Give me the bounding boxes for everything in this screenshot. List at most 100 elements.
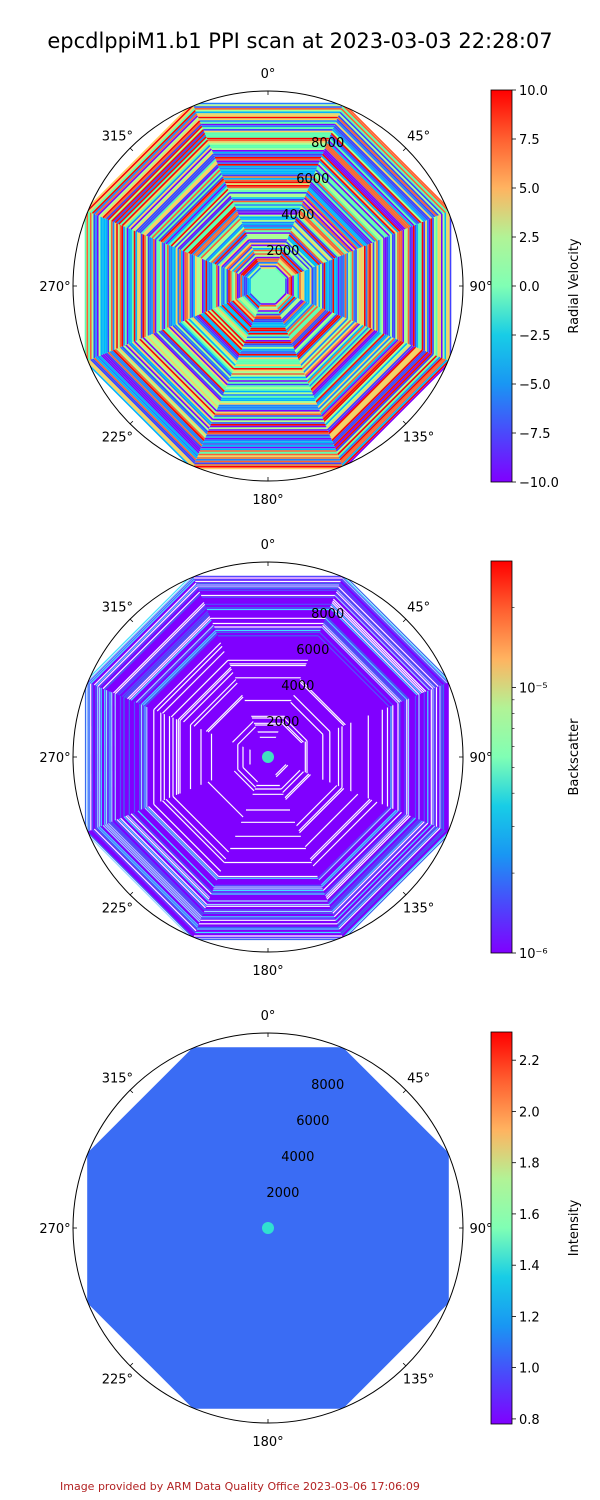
angle-tick-label: 180° bbox=[252, 493, 283, 508]
colorbar-label: Radial Velocity bbox=[567, 238, 582, 334]
radial-tick-label: 2000 bbox=[266, 1186, 299, 1201]
angle-tick bbox=[402, 618, 407, 623]
backscatter-sector bbox=[85, 765, 260, 940]
angle-tick bbox=[402, 1362, 407, 1367]
angle-tick-label: 135° bbox=[403, 1373, 434, 1388]
velocity-sector bbox=[285, 210, 452, 362]
radial-tick-label: 4000 bbox=[281, 208, 314, 223]
colorbar-label: Backscatter bbox=[567, 718, 582, 796]
backscatter-sector bbox=[85, 574, 261, 750]
velocity-sector bbox=[84, 292, 262, 470]
angle-tick bbox=[402, 1089, 407, 1094]
radial-tick-label: 8000 bbox=[311, 607, 344, 622]
angle-tick bbox=[402, 147, 407, 152]
backscatter-sector bbox=[192, 774, 344, 941]
angle-tick-label: 45° bbox=[407, 129, 430, 144]
radial-tick-label: 6000 bbox=[296, 643, 329, 658]
angle-tick-label: 225° bbox=[102, 431, 133, 446]
ppi-plot-3 bbox=[87, 1047, 449, 1409]
velocity-sector bbox=[192, 303, 344, 470]
colorbar-gradient bbox=[490, 560, 513, 954]
angle-tick-label: 180° bbox=[252, 964, 283, 979]
colorbar-tick-label: 10⁻⁵ bbox=[519, 682, 548, 697]
angle-tick bbox=[402, 420, 407, 425]
colorbar-tick-label: −2.5 bbox=[519, 329, 551, 344]
angle-tick-label: 90° bbox=[469, 751, 492, 766]
angle-tick bbox=[129, 420, 134, 425]
backscatter-sector bbox=[285, 684, 445, 830]
angle-tick-label: 135° bbox=[403, 902, 434, 917]
colorbar-tick-label: −5.0 bbox=[519, 378, 551, 393]
colorbar-tick-label: 1.4 bbox=[519, 1259, 540, 1274]
colorbar-tick-label: 2.2 bbox=[519, 1054, 540, 1069]
ppi-plot-2 bbox=[84, 573, 451, 941]
colorbar-tick-label: −10.0 bbox=[519, 476, 559, 491]
angle-tick-label: 315° bbox=[102, 1071, 133, 1086]
angle-tick-label: 90° bbox=[469, 280, 492, 295]
angle-tick-label: 225° bbox=[102, 1373, 133, 1388]
angle-tick-label: 0° bbox=[261, 1009, 276, 1024]
angle-tick-label: 315° bbox=[102, 129, 133, 144]
colorbar-tick-label: 10⁻⁶ bbox=[519, 947, 548, 962]
angle-tick-label: 45° bbox=[407, 600, 430, 615]
backscatter-sector bbox=[84, 681, 251, 833]
velocity-sector bbox=[84, 102, 262, 280]
ppi-plot-1 bbox=[84, 102, 452, 470]
colorbar-tick-label: 1.8 bbox=[519, 1157, 540, 1172]
colorbar-tick-label: −7.5 bbox=[519, 427, 551, 442]
backscatter-sector bbox=[275, 574, 451, 750]
angle-tick-label: 270° bbox=[39, 1222, 70, 1237]
angle-tick-label: 270° bbox=[39, 280, 70, 295]
radial-tick-label: 6000 bbox=[296, 172, 329, 187]
angle-tick-label: 270° bbox=[39, 751, 70, 766]
radial-tick-label: 6000 bbox=[296, 1114, 329, 1129]
radial-tick-label: 8000 bbox=[311, 136, 344, 151]
angle-tick bbox=[129, 618, 134, 623]
colorbar-tick-label: 10.0 bbox=[519, 84, 548, 99]
colorbar-gradient bbox=[490, 1031, 513, 1425]
colorbar-tick-label: 2.0 bbox=[519, 1105, 540, 1120]
ppi-panel-3: 2000 4000 6000 8000 0° 45° 90° 135° 180° 225° 270°… bbox=[39, 1009, 582, 1450]
angle-tick-label: 180° bbox=[252, 1435, 283, 1450]
backscatter-sector bbox=[192, 573, 344, 740]
colorbar-tick-label: 1.6 bbox=[519, 1208, 540, 1223]
angle-tick bbox=[129, 147, 134, 152]
ppi-panel-2: 2000 4000 6000 8000 0° 45° 90° 135° 180° 225° 270°… bbox=[39, 538, 582, 979]
angle-tick bbox=[129, 1362, 134, 1367]
colorbar-3: 2.2 2.0 1.8 1.6 1.4 1.2 1.0 0.8 Intensity bbox=[490, 1031, 582, 1428]
angle-tick-label: 225° bbox=[102, 902, 133, 917]
angle-tick-label: 0° bbox=[261, 67, 276, 82]
colorbar-tick-label: 1.0 bbox=[519, 1362, 540, 1377]
radial-tick-label: 2000 bbox=[266, 715, 299, 730]
colorbar-2: 10⁻⁵ 10⁻⁶ Backscatter bbox=[490, 560, 582, 962]
colorbar-tick-label: 2.5 bbox=[519, 231, 540, 246]
credit-note: Image provided by ARM Data Quality Offic… bbox=[60, 1480, 420, 1493]
colorbar-tick-label: 0.0 bbox=[519, 280, 540, 295]
figure-title: epcdlppiM1.b1 PPI scan at 2023-03-03 22:… bbox=[47, 29, 552, 53]
angle-tick-label: 90° bbox=[469, 1222, 492, 1237]
radial-tick-label: 8000 bbox=[311, 1078, 344, 1093]
colorbar-label: Intensity bbox=[567, 1199, 582, 1256]
colorbar-gradient bbox=[490, 89, 513, 483]
angle-tick-label: 315° bbox=[102, 600, 133, 615]
ppi-panel-1: 2000 4000 6000 8000 0° 45° 90° 135° 180° 225° 270°… bbox=[39, 67, 582, 508]
near-range-echo bbox=[262, 1222, 274, 1234]
backscatter-sector bbox=[275, 764, 451, 940]
colorbar-tick-label: 5.0 bbox=[519, 182, 540, 197]
near-range-echo bbox=[262, 751, 274, 763]
radial-tick-label: 4000 bbox=[281, 1150, 314, 1165]
angle-tick-label: 135° bbox=[403, 431, 434, 446]
angle-tick bbox=[129, 1089, 134, 1094]
colorbar-tick-label: 0.8 bbox=[519, 1413, 540, 1428]
velocity-sector bbox=[274, 292, 452, 470]
colorbar-tick-label: 1.2 bbox=[519, 1310, 540, 1325]
angle-tick-label: 0° bbox=[261, 538, 276, 553]
velocity-sector bbox=[192, 102, 344, 269]
colorbar-tick-label: 7.5 bbox=[519, 133, 540, 148]
velocity-sector bbox=[84, 210, 251, 362]
angle-tick bbox=[402, 891, 407, 896]
radial-tick-label: 2000 bbox=[266, 244, 299, 259]
radial-tick-label: 4000 bbox=[281, 679, 314, 694]
angle-tick bbox=[129, 891, 134, 896]
